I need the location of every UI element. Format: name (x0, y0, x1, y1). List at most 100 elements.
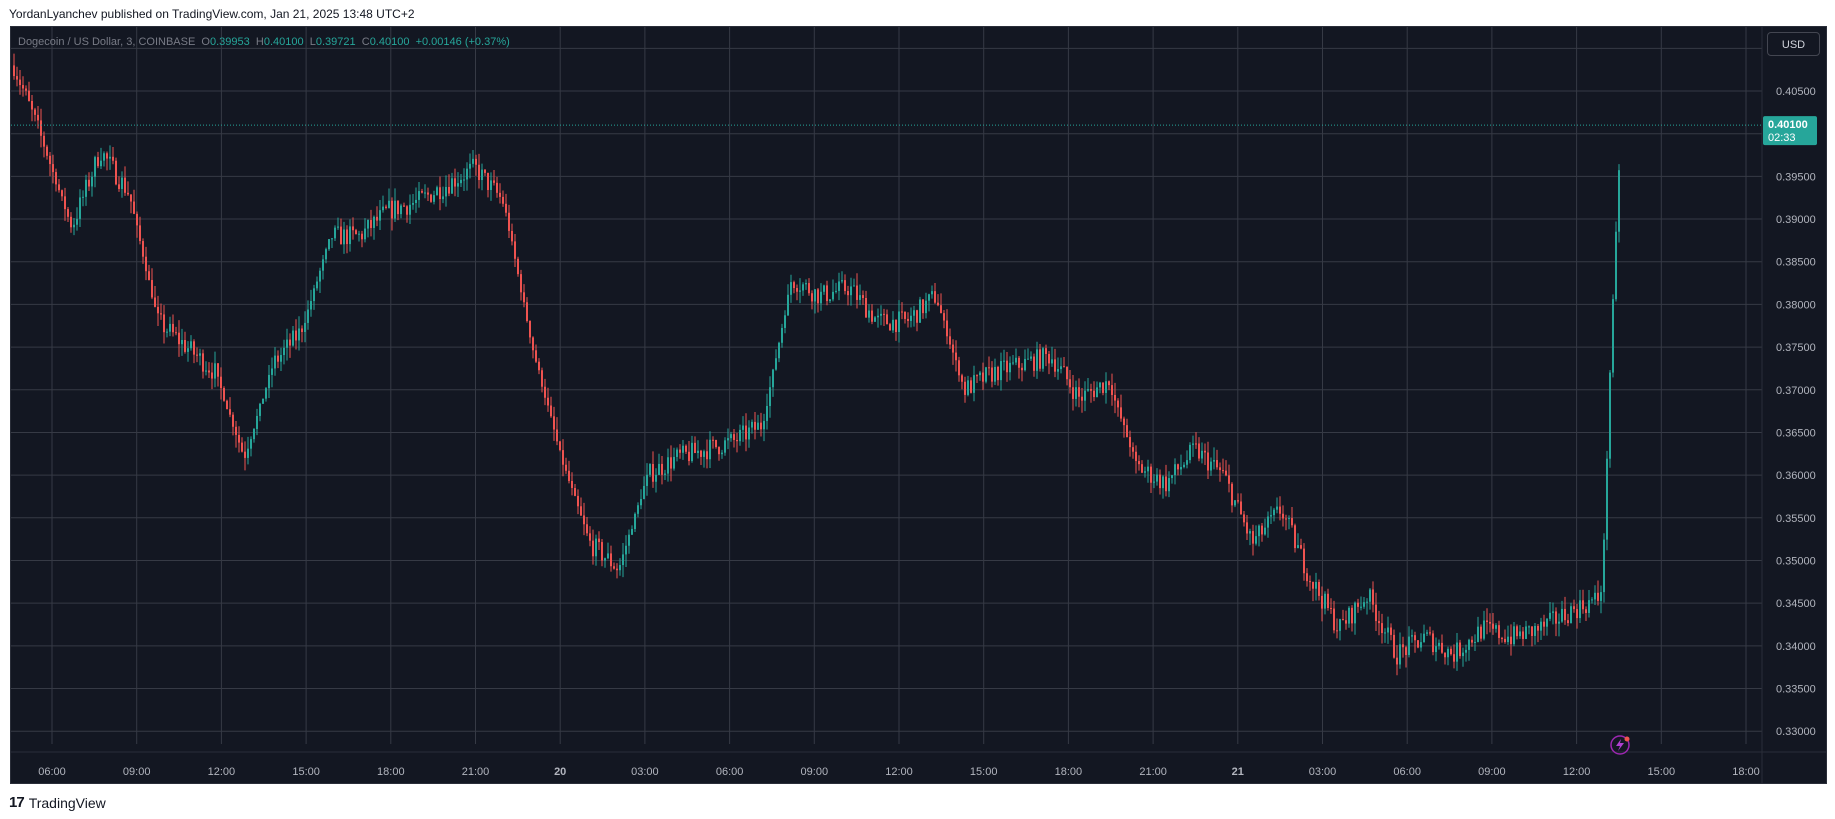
candle-body (757, 422, 759, 430)
candle-body (772, 369, 774, 388)
candle-body (625, 545, 627, 555)
candle-body (1342, 619, 1344, 621)
candle-body (943, 313, 945, 321)
candle-body (751, 421, 753, 428)
candle-body (667, 457, 669, 474)
candle-body (1480, 626, 1482, 639)
candle-body (616, 568, 618, 571)
candle-body (358, 233, 360, 235)
candle-body (1474, 641, 1476, 643)
candle-body (1003, 360, 1005, 362)
candle-body (508, 212, 510, 231)
candle-body (349, 226, 351, 245)
candle-body (1414, 635, 1416, 641)
candle-body (178, 332, 180, 345)
candle-body (520, 274, 522, 293)
candle-body (526, 302, 528, 321)
candle-body (1516, 626, 1518, 637)
candle-body (679, 449, 681, 453)
candle-body (607, 553, 609, 559)
candle-body (553, 416, 555, 430)
candle-body (769, 387, 771, 406)
candle-body (1339, 619, 1341, 631)
candle-body (430, 194, 432, 202)
candle-body (397, 200, 399, 215)
candle-body (811, 293, 813, 302)
candle-body (1537, 625, 1539, 631)
candle-body (166, 331, 168, 333)
tradingview-footer[interactable]: 17 TradingView (9, 794, 106, 811)
candle-body (916, 310, 918, 323)
candle-body (1246, 522, 1248, 534)
symbol-name[interactable]: Dogecoin / US Dollar, 3, COINBASE (18, 36, 196, 48)
candle-body (1168, 478, 1170, 492)
candle-body (1390, 627, 1392, 635)
candle-body (913, 310, 915, 316)
candle-body (70, 216, 72, 228)
last-price-countdown: 02:33 (1768, 132, 1796, 144)
candle-body (1156, 474, 1158, 482)
candle-body (1120, 407, 1122, 419)
candle-body (1336, 630, 1338, 632)
y-tick-label: 0.33500 (1776, 684, 1816, 696)
candle-body (361, 233, 363, 240)
close-label: C (361, 36, 370, 48)
candle-body (832, 291, 834, 300)
candle-body (865, 297, 867, 318)
candle-body (1108, 381, 1110, 386)
candle-body (1228, 475, 1230, 484)
candle-body (1060, 366, 1062, 370)
candle-body (1369, 589, 1371, 602)
chart-panel[interactable] (10, 26, 1827, 784)
candle-body (1195, 443, 1197, 445)
candle-body (280, 355, 282, 362)
candle-body (1051, 359, 1053, 364)
candle-body (1594, 592, 1596, 600)
candle-body (1432, 633, 1434, 653)
candle-body (121, 177, 123, 189)
low-value: 0.39721 (315, 36, 356, 48)
candle-body (577, 495, 579, 507)
candle-body (82, 196, 84, 198)
candle-body (1150, 466, 1152, 483)
candle-body (22, 85, 24, 89)
candle-body (883, 313, 885, 315)
candle-body (1180, 467, 1182, 470)
candle-body (958, 360, 960, 376)
candle-body (190, 341, 192, 349)
candle-body (337, 226, 339, 228)
candle-body (820, 291, 822, 304)
candle-body (1330, 607, 1332, 609)
candle-body (310, 301, 312, 310)
candle-body (1294, 525, 1296, 549)
candle-body (952, 344, 954, 353)
candle-body (1333, 608, 1335, 631)
candle-body (814, 289, 816, 302)
candle-body (1237, 500, 1239, 502)
candle-body (1531, 626, 1533, 636)
candle-body (1249, 531, 1251, 534)
candle-body (634, 513, 636, 529)
currency-button[interactable]: USD (1767, 32, 1820, 56)
candle-body (478, 164, 480, 181)
candle-body (1528, 626, 1530, 628)
candle-body (202, 353, 204, 372)
candle-body (1552, 611, 1554, 613)
candle-body (1216, 460, 1218, 468)
candle-body (412, 202, 414, 205)
candle-body (391, 200, 393, 219)
candle-body (511, 230, 513, 242)
candle-body (373, 216, 375, 228)
candle-body (778, 342, 780, 359)
high-value: 0.40100 (263, 36, 304, 48)
candle-body (631, 528, 633, 535)
candle-body (217, 363, 219, 377)
candle-body (1519, 631, 1521, 637)
last-price-value: 0.40100 (1768, 119, 1808, 131)
candle-body (442, 196, 444, 200)
candle-body (574, 487, 576, 496)
lightning-badge-icon[interactable] (1610, 735, 1630, 755)
candle-body (748, 427, 750, 440)
candle-body (28, 90, 30, 101)
